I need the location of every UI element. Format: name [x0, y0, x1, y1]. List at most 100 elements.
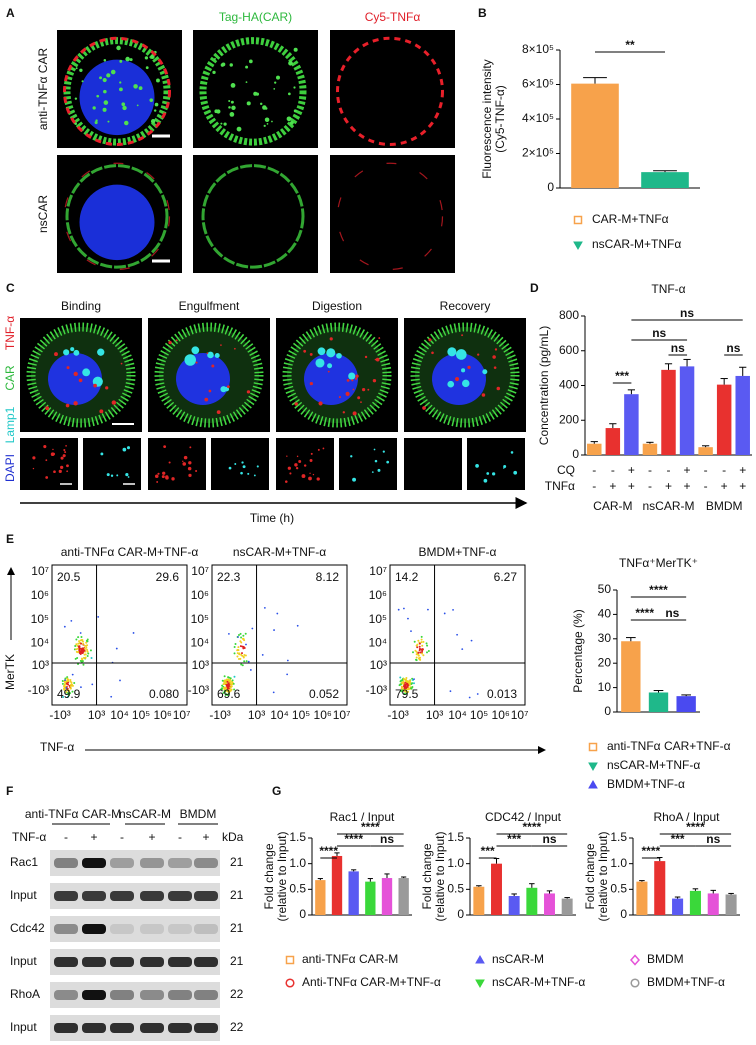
- signal-dot: [462, 379, 470, 388]
- blot-band: [110, 858, 134, 868]
- signal-dot: [229, 112, 235, 117]
- treatment-label: TNF-α: [12, 830, 46, 844]
- flow-event: [419, 658, 422, 661]
- signal-dot: [447, 347, 457, 357]
- y-tick-label: 4×10⁵: [522, 111, 554, 125]
- signal-dot: [62, 454, 66, 458]
- flow-event: [410, 682, 413, 685]
- flow-event: [418, 645, 421, 648]
- flow-event: [86, 655, 89, 658]
- blot-band: [140, 858, 164, 868]
- flow-event: [449, 690, 452, 693]
- flow-event: [403, 692, 406, 695]
- flow-event: [84, 653, 87, 656]
- signal-dot: [467, 365, 471, 369]
- panel-label: A: [6, 6, 15, 20]
- y-tick-label: 0.5: [610, 882, 627, 896]
- signal-dot: [303, 464, 307, 467]
- car-signal: [199, 37, 307, 146]
- flow-event: [233, 688, 236, 691]
- signal-dot: [119, 59, 123, 63]
- signal-dot: [162, 471, 166, 475]
- bar: [473, 886, 485, 915]
- flow-x-tick-label: 10⁴: [110, 708, 129, 722]
- bar: [735, 375, 750, 455]
- legend-label: anti-TNFα CAR+TNF-α: [607, 739, 731, 753]
- signal-dot: [220, 122, 223, 125]
- signal-dot: [373, 448, 376, 451]
- treatment-sign: +: [148, 830, 155, 844]
- bar: [676, 696, 696, 712]
- flow-event: [110, 695, 113, 698]
- kda-value: 21: [230, 888, 244, 902]
- signal-dot: [150, 119, 156, 124]
- significance-label: **: [625, 38, 635, 52]
- flow-x-tick-label: 10³: [426, 708, 443, 722]
- blot-band: [140, 990, 164, 1000]
- flow-event: [426, 651, 429, 654]
- signal-dot: [357, 396, 361, 400]
- flow-event: [78, 649, 81, 652]
- signal-dot: [93, 383, 97, 388]
- signal-dot: [45, 459, 48, 462]
- flow-event: [231, 683, 234, 686]
- flow-event: [86, 648, 89, 651]
- flow-plot-frame: [211, 564, 348, 706]
- signal-dot: [351, 379, 354, 382]
- blot-band: [110, 957, 134, 967]
- flow-event: [80, 639, 83, 642]
- signal-dot: [289, 120, 294, 125]
- signal-dot: [367, 388, 370, 391]
- signal-dot: [168, 461, 171, 464]
- signal-dot: [216, 109, 221, 114]
- flow-event: [225, 689, 228, 692]
- flow-event: [227, 676, 230, 679]
- signal-dot: [63, 349, 70, 356]
- flow-event: [227, 687, 230, 690]
- flow-plot-title: BMDM+TNF-α: [419, 545, 497, 559]
- flow-event: [410, 630, 412, 633]
- signal-dot: [119, 87, 123, 92]
- flow-event: [69, 679, 72, 682]
- bar: [698, 447, 713, 455]
- flow-event: [77, 636, 80, 639]
- signal-dot: [183, 455, 188, 460]
- flow-x-tick-label: 10⁵: [470, 708, 488, 722]
- condition-sign: -: [722, 463, 726, 477]
- micrograph: [276, 438, 334, 490]
- flow-x-tick-label: -10³: [387, 708, 408, 722]
- stain-label: Lamp1: [3, 406, 17, 443]
- flow-event: [273, 629, 275, 631]
- signal-dot: [255, 92, 260, 96]
- significance-label: ns: [380, 832, 394, 846]
- quadrant-value: 29.6: [156, 570, 180, 584]
- flow-event: [230, 685, 233, 688]
- flow-event: [65, 687, 68, 689]
- signal-dot: [309, 472, 311, 474]
- flow-plot-frame: [51, 564, 188, 706]
- bar: [398, 878, 409, 915]
- car-signal: [154, 322, 264, 428]
- flow-event: [229, 677, 232, 680]
- bar: [648, 692, 669, 712]
- flow-event: [296, 624, 299, 627]
- legend-label: nsCAR-M: [492, 952, 544, 966]
- signal-dot: [230, 100, 234, 104]
- flow-event: [286, 673, 289, 676]
- flow-x-tick-label: 10³: [88, 708, 105, 722]
- signal-dot: [371, 471, 374, 473]
- legend-marker: [588, 742, 598, 752]
- quadrant-value: 0.013: [487, 687, 517, 701]
- flow-event: [243, 647, 246, 650]
- y-tick-label: 50: [598, 582, 612, 596]
- flow-x-tick-label: 10⁵: [292, 708, 310, 722]
- quadrant-value: 0.052: [309, 687, 339, 701]
- flow-event: [83, 647, 86, 650]
- signal-dot: [327, 370, 330, 373]
- significance-label: ****: [522, 820, 541, 834]
- signal-dot: [182, 460, 184, 463]
- signal-dot: [309, 352, 313, 356]
- y-tick-label: 800: [559, 308, 579, 322]
- flow-event: [221, 679, 224, 682]
- legend-marker: [475, 979, 485, 989]
